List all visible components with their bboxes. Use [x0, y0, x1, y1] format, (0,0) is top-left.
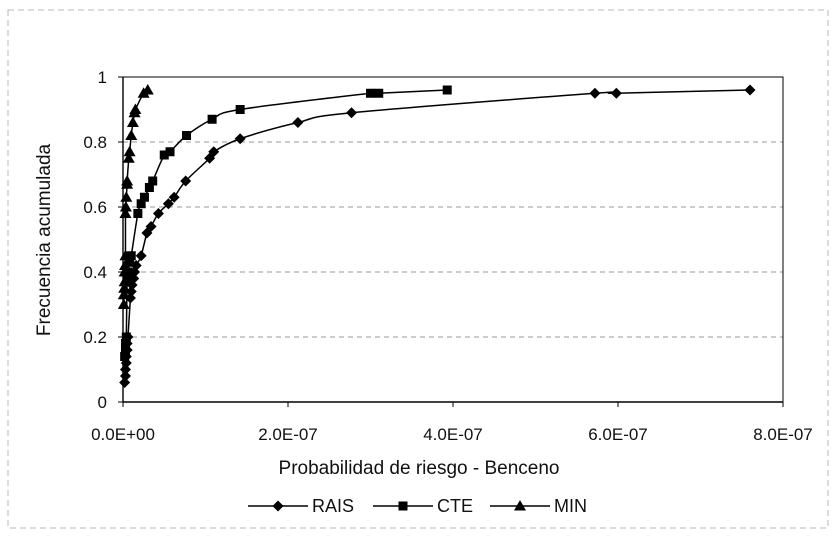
point-rais-18 [162, 198, 174, 210]
point-min-7 [119, 207, 132, 218]
point-min-5 [119, 259, 132, 270]
point-rais-23 [234, 133, 246, 145]
x-tick-label-2: 4.0E-07 [423, 425, 483, 444]
point-cte-16 [207, 114, 217, 124]
point-rais-17 [152, 208, 164, 219]
y-tick-label-2: 0.4 [83, 263, 107, 282]
point-min-15 [126, 116, 139, 127]
point-min-19 [141, 84, 154, 95]
point-min-6 [119, 249, 132, 261]
point-rais-28 [744, 84, 756, 96]
x-tick-label-4: 8.0E-07 [753, 425, 813, 444]
point-min-9 [120, 191, 133, 202]
point-cte-17 [235, 105, 245, 114]
point-rais-22 [208, 146, 220, 158]
x-tick-label-0: 0.0E+00 [91, 425, 155, 444]
point-rais-1 [119, 370, 131, 382]
y-tick-label-5: 1 [98, 68, 107, 87]
series-layer [117, 84, 756, 388]
series-line-cte [123, 89, 448, 357]
point-cte-2 [120, 339, 130, 348]
series-cte [120, 85, 452, 361]
point-min-0 [117, 298, 130, 309]
point-min-14 [125, 129, 138, 140]
point-cte-20 [442, 85, 452, 95]
point-rais-24 [292, 117, 304, 128]
x-tick-label-1: 2.0E-07 [258, 425, 318, 444]
point-cte-8 [133, 209, 143, 218]
point-rais-14 [135, 250, 147, 262]
point-cte-3 [121, 332, 131, 342]
point-min-17 [129, 103, 142, 114]
legend-marker-cte [398, 501, 408, 511]
legend-label-cte: CTE [437, 496, 473, 516]
point-cte-0 [120, 352, 130, 361]
point-cte-14 [165, 147, 175, 157]
point-rais-25 [346, 107, 358, 119]
point-cte-11 [144, 183, 154, 192]
point-rais-0 [119, 377, 131, 388]
point-cte-12 [148, 176, 158, 186]
legend-label-min: MIN [554, 496, 587, 516]
point-min-8 [119, 201, 132, 212]
point-min-3 [118, 275, 131, 287]
chart-border [7, 9, 829, 529]
legend-marker-min [514, 500, 526, 511]
x-axis-title: Probabilidad de riesgo - Benceno [279, 458, 560, 479]
plot-area [122, 76, 784, 403]
point-rais-26 [589, 87, 601, 99]
point-rais-8 [124, 292, 136, 304]
point-rais-20 [180, 175, 192, 187]
point-cte-7 [126, 251, 136, 261]
y-tick-label-1: 0.2 [83, 328, 107, 347]
axis-layer [122, 77, 783, 403]
point-rais-19 [168, 191, 180, 203]
series-rais [119, 84, 756, 388]
point-min-1 [117, 288, 130, 300]
point-cte-19 [374, 88, 384, 98]
grid-layer [123, 76, 783, 338]
point-min-11 [121, 175, 134, 186]
point-rais-9 [125, 286, 137, 297]
point-cte-9 [136, 199, 146, 209]
point-cte-1 [120, 345, 130, 355]
legend: RAIS CTE MIN [248, 496, 587, 516]
y-axis-title: Frecuencia acumulada [34, 143, 55, 336]
point-cte-18 [366, 88, 375, 98]
y-tick-label-0: 0 [98, 393, 107, 412]
legend-label-rais: RAIS [312, 496, 354, 516]
x-tick-label-3: 6.0E-07 [588, 425, 648, 444]
point-cte-6 [125, 257, 135, 267]
point-cte-13 [159, 150, 169, 160]
point-cte-10 [139, 192, 149, 202]
point-rais-27 [610, 87, 622, 99]
series-min [117, 84, 154, 309]
point-min-12 [122, 152, 135, 163]
point-min-2 [118, 282, 131, 293]
point-min-4 [118, 266, 131, 277]
point-rais-2 [119, 364, 131, 375]
tick-layer: 0 0.2 0.4 0.6 0.8 1 0.0E+00 2.0E-07 4.0E-07 6.0E-… [83, 68, 812, 444]
point-cte-15 [182, 131, 192, 140]
point-min-13 [123, 145, 136, 157]
series-line-rais [123, 89, 751, 383]
y-tick-label-4: 0.8 [83, 133, 107, 152]
legend-marker-rais [272, 500, 284, 512]
point-cte-4 [122, 274, 132, 283]
y-tick-label-3: 0.6 [83, 198, 107, 217]
point-rais-16 [145, 221, 157, 232]
